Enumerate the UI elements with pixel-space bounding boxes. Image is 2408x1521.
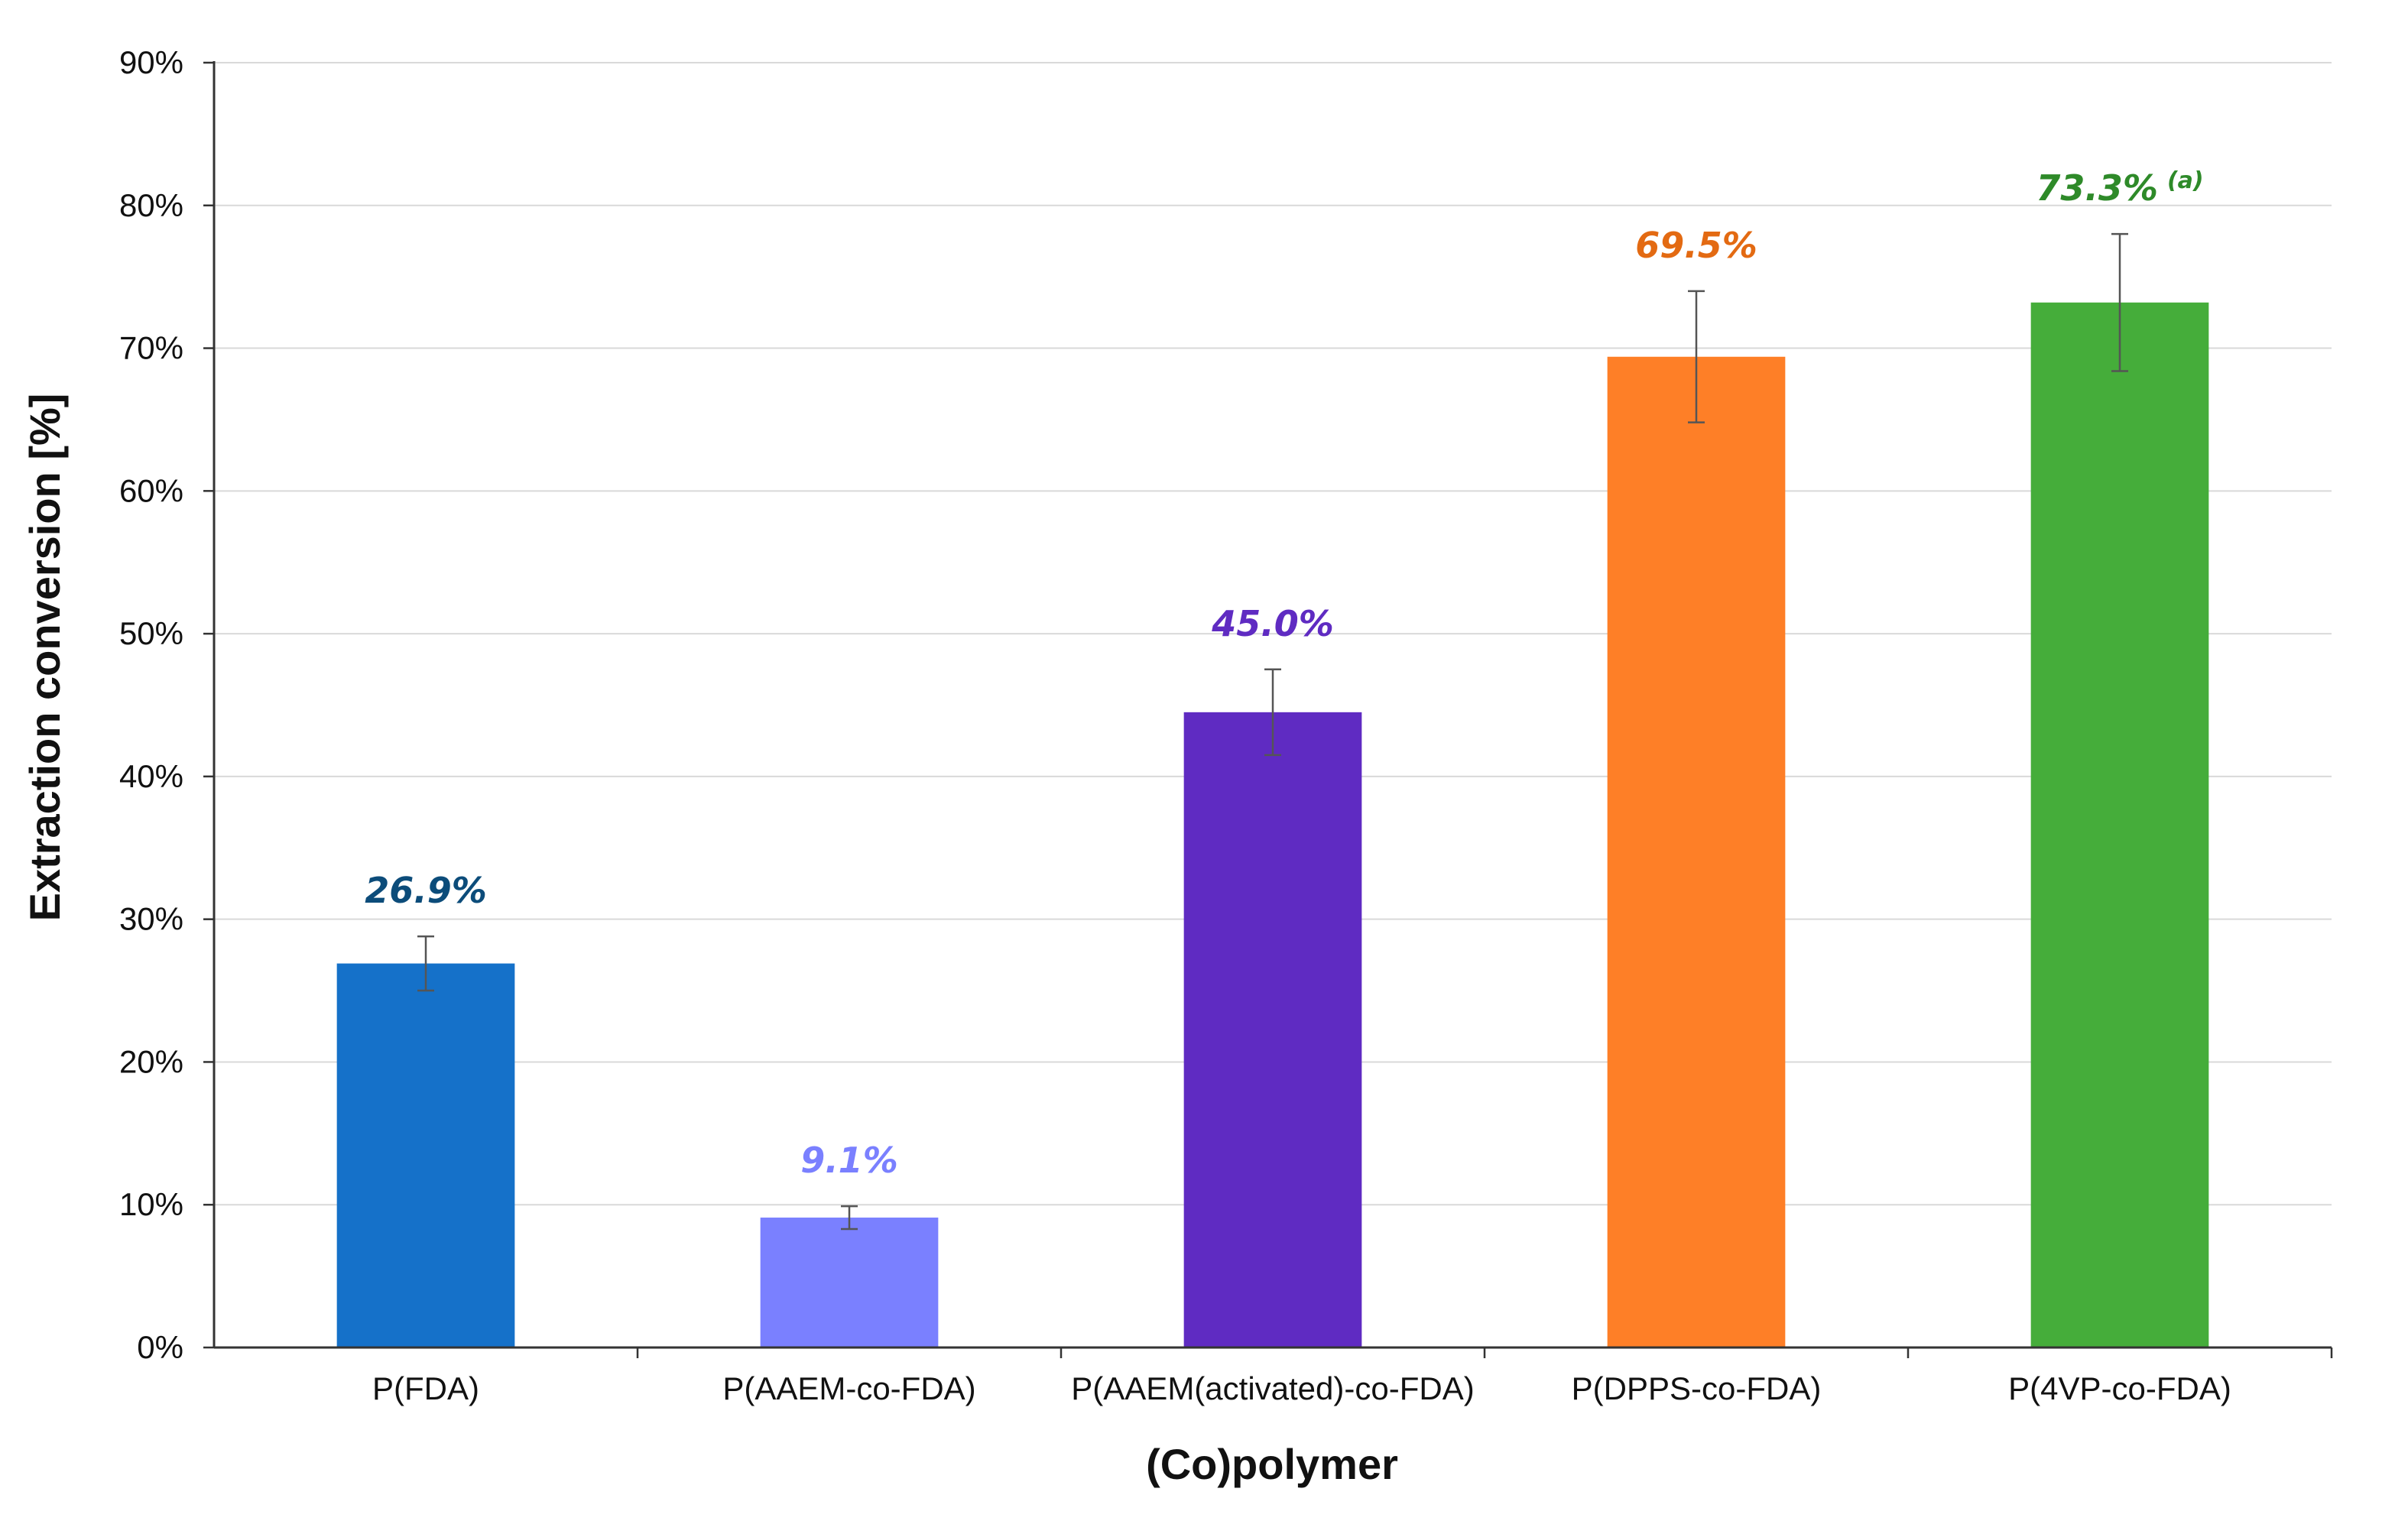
y-tick-label: 50% (119, 615, 183, 651)
data-label: 73.3% (a) (2036, 167, 2203, 209)
bar (336, 963, 515, 1347)
axes (203, 61, 2333, 1358)
y-tick-label: 10% (119, 1186, 183, 1222)
data-label: 69.5% (1635, 225, 1757, 266)
bar (1183, 712, 1362, 1347)
y-tick-label: 0% (137, 1329, 183, 1365)
x-tick-label: P(DPPS-co-FDA) (1572, 1370, 1822, 1406)
bar (760, 1218, 939, 1347)
data-label: 45.0% (1211, 603, 1334, 644)
x-tick-label: P(AAEM-co-FDA) (722, 1370, 975, 1406)
bar (2030, 302, 2209, 1348)
gridlines (214, 62, 2332, 1206)
y-tick-label: 30% (119, 901, 183, 937)
y-axis-title: Extraction conversion [%] (21, 394, 69, 922)
x-tick-label: P(4VP-co-FDA) (2008, 1370, 2231, 1406)
y-tick-label: 20% (119, 1043, 183, 1079)
y-tick-label: 70% (119, 330, 183, 366)
y-tick-label: 40% (119, 758, 183, 794)
y-tick-label: 60% (119, 472, 183, 508)
bar (1607, 356, 1786, 1347)
error-bars (417, 232, 2128, 1231)
x-tick-label: P(AAEM(activated)-co-FDA) (1071, 1370, 1474, 1406)
x-tick-labels: P(FDA) P(AAEM-co-FDA) P(AAEM(activated)-co… (372, 1370, 2231, 1406)
y-tick-label: 90% (119, 44, 183, 80)
data-label-note: (a) (2167, 167, 2204, 194)
x-tick-label: P(FDA) (372, 1370, 479, 1406)
y-tick-labels: 0% 10% 20% 30% 40% 50% 60% 70% 80% 90% (119, 44, 183, 1365)
y-tick-label: 80% (119, 187, 183, 223)
data-label: 9.1% (800, 1140, 898, 1181)
bars (336, 302, 2209, 1348)
data-label: 26.9% (365, 870, 487, 911)
data-labels: 26.9% 9.1% 45.0% 69.5% 73.3% (a) (365, 167, 2203, 1181)
x-axis-title: (Co)polymer (1146, 1440, 1398, 1488)
